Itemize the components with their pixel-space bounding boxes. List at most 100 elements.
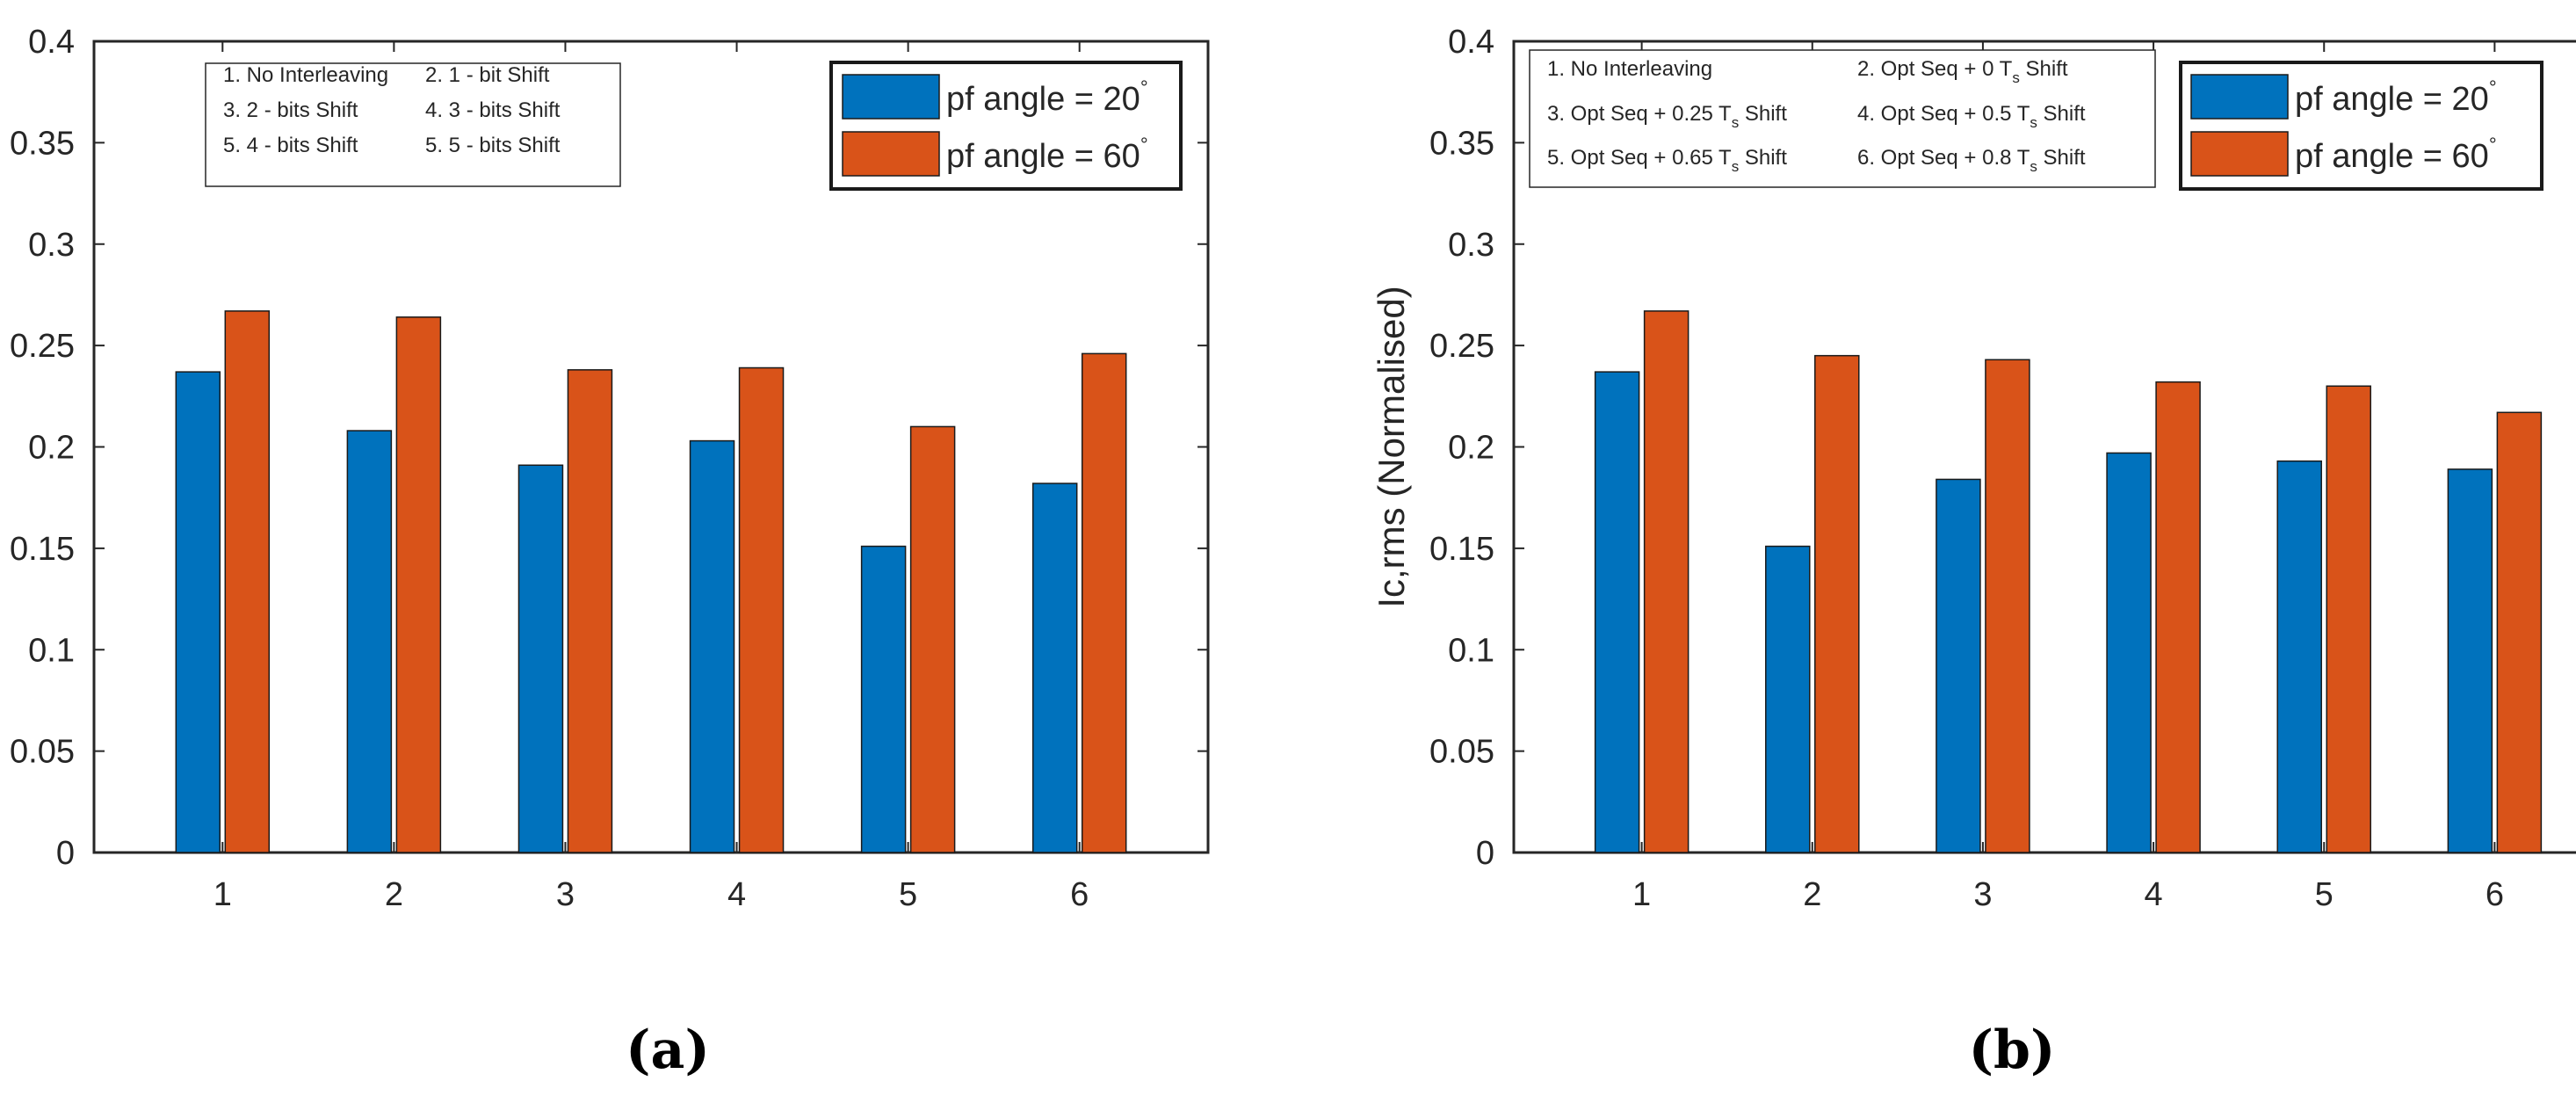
subscript-s: s [2012,69,2020,86]
y-tick-label: 0 [1476,835,1494,872]
y-tick-label: 0.1 [28,632,75,669]
degree-symbol: ° [1140,76,1148,98]
x-tick-label: 5 [2315,876,2334,913]
legend-text: pf angle = 60 [2295,138,2489,175]
bar-pf20-6 [2447,468,2493,853]
x-tick-label: 6 [1070,876,1089,913]
annotation-text: Shift [2037,146,2086,170]
annotation-item: 1. No Interleaving [1547,57,1712,81]
bar-pf60-3 [1985,359,2030,853]
annotation-item: 2. 1 - bit Shift [425,63,550,87]
bar-pf20-1 [175,371,221,853]
x-tick-label: 6 [2486,876,2504,913]
annotation-item: 1. No Interleaving [223,63,388,87]
annotation-text: Shift [2020,57,2068,81]
bar-pf20-2 [1765,545,1811,853]
y-tick-label: 0.25 [1429,328,1494,365]
x-tick-label: 2 [385,876,403,913]
panel-caption: (b) [1969,1020,2056,1081]
annotation-text: Shift [2037,102,2086,126]
annotation-item: 3. 2 - bits Shift [223,98,358,122]
annotation-text: 1. No Interleaving [1547,57,1712,81]
y-tick-label: 0.4 [1448,24,1494,61]
bar-pf60-5 [909,425,956,853]
panel-caption: (a) [626,1020,710,1081]
bar-pf60-1 [1643,310,1690,853]
y-tick-label: 0.05 [1429,734,1494,771]
y-tick-label: 0.25 [10,328,75,365]
y-tick-label: 0.4 [28,24,75,61]
legend-label-pf20: pf angle = 20° [946,76,1148,118]
y-tick-label: 0.05 [10,734,75,771]
y-tick-label: 0 [56,835,75,872]
legend-text: pf angle = 20 [2295,81,2489,118]
x-tick-label: 1 [213,876,232,913]
x-tick-label: 3 [1973,876,1992,913]
bar-pf20-1 [1594,371,1640,853]
annotation-text: 6. Opt Seq + 0.8 T [1857,146,2030,170]
chart-panel-b: 0 0.05 0.1 0.15 0.2 0.25 0.3 0.35 0.4 1 2 3 4 5 6 Ic,rm… [1371,24,2576,913]
bar-pf60-3 [567,369,613,853]
y-axis-label: Ic,rms (Normalised) [1371,286,1412,607]
x-tick-label: 4 [727,876,746,913]
annotation-item: 4. 3 - bits Shift [425,98,561,122]
y-tick-label: 0.35 [1429,125,1494,162]
bar-pf60-2 [1814,354,1860,853]
bar-pf60-6 [2496,411,2543,853]
bar-pf20-4 [2106,452,2152,853]
y-tick-label: 0.3 [1448,227,1494,264]
x-tick-label: 5 [899,876,917,913]
degree-symbol: ° [2489,134,2497,156]
annotation-text: 2. Opt Seq + 0 T [1857,57,2013,81]
x-tick-label: 3 [556,876,575,913]
bar-pf60-2 [395,316,442,853]
legend-swatch-pf60 [2190,131,2289,177]
annotation-text: 5. Opt Seq + 0.65 T [1547,146,1732,170]
annotation-item: 6. Opt Seq + 0.8 Ts Shift [1857,146,2086,175]
bar-pf20-3 [517,464,564,853]
legend-swatch-pf20 [842,74,940,120]
subscript-s: s [2030,114,2037,131]
annotation-box [205,62,621,187]
bar-pf20-4 [689,439,735,853]
annotation-item: 2. Opt Seq + 0 Ts Shift [1857,57,2068,86]
legend-label-pf60: pf angle = 60° [946,134,1148,175]
subscript-s: s [1732,114,1740,131]
legend-text: pf angle = 60 [946,138,1140,175]
legend-swatch-pf60 [842,131,940,177]
y-tick-label: 0.2 [1448,430,1494,467]
annotation-text: Shift [1739,146,1787,170]
subscript-s: s [1732,158,1740,175]
y-tick-label: 0.3 [28,227,75,264]
bar-pf20-5 [2276,460,2322,853]
bar-pf20-5 [860,545,907,853]
y-tick-label: 0.35 [10,125,75,162]
bar-pf60-4 [2155,381,2201,853]
y-tick-label: 0.15 [1429,531,1494,568]
annotation-text: Shift [1739,102,1787,126]
chart-panel-a: 00.050.10.150.20.250.30.350.4123456Ic,rm… [10,24,1210,913]
annotation-item: 5. 5 - bits Shift [425,134,561,157]
legend-swatch-pf20 [2190,74,2289,120]
bar-pf20-3 [1936,478,1981,853]
subscript-s: s [2030,158,2037,175]
annotation-text: 3. Opt Seq + 0.25 T [1547,102,1732,126]
annotation-text: 4. Opt Seq + 0.5 T [1857,102,2030,126]
annotation-item: 4. Opt Seq + 0.5 Ts Shift [1857,102,2086,131]
legend-text: pf angle = 20 [946,81,1140,118]
degree-symbol: ° [1140,134,1148,156]
legend-label-pf60: pf angle = 60° [2295,134,2497,175]
x-tick-label: 4 [2145,876,2163,913]
bar-pf60-5 [2326,385,2371,853]
annotation-item: 5. Opt Seq + 0.65 Ts Shift [1547,146,1787,175]
x-tick-label: 2 [1803,876,1821,913]
x-tick-label: 1 [1632,876,1651,913]
y-tick-label: 0.15 [10,531,75,568]
annotation-item: 5. 4 - bits Shift [223,134,358,157]
bar-pf20-6 [1031,483,1078,853]
y-tick-label: 0.2 [28,430,75,467]
annotation-item: 3. Opt Seq + 0.25 Ts Shift [1547,102,1787,131]
bar-pf20-2 [346,430,393,853]
bar-pf60-4 [738,366,785,853]
